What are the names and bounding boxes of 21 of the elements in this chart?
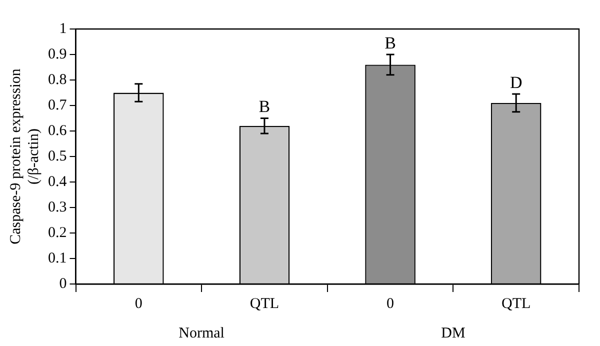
data-label: D — [510, 72, 522, 92]
x-tick-label: 0 — [386, 296, 394, 312]
y-tick-label: 0.9 — [48, 46, 67, 62]
y-axis-title: Caspase-9 protein expression (/β-actin) — [8, 68, 42, 244]
y-tick-label: 0.8 — [48, 72, 67, 88]
text: DM — [441, 325, 466, 342]
data-label: B — [384, 33, 396, 52]
x-tick-label: 0 — [134, 296, 142, 312]
y-tick-label: 0.3 — [48, 199, 67, 216]
y-tick-label: 0.5 — [48, 148, 67, 164]
y-tick-label: 1 — [59, 20, 67, 37]
y-tick-label: 0.4 — [48, 174, 68, 190]
text: Normal — [178, 325, 224, 342]
y-tick-label: 0.2 — [48, 224, 67, 241]
data-label: B — [258, 97, 270, 116]
y-tick-label: 0 — [59, 276, 67, 292]
y-tick-label: 0.1 — [48, 250, 67, 266]
y-tick-label: 0.7 — [48, 97, 68, 114]
x-tick-label: QTL — [250, 296, 280, 312]
y-tick-label: 0.6 — [48, 122, 68, 139]
x-tick-label: QTL — [502, 296, 531, 312]
